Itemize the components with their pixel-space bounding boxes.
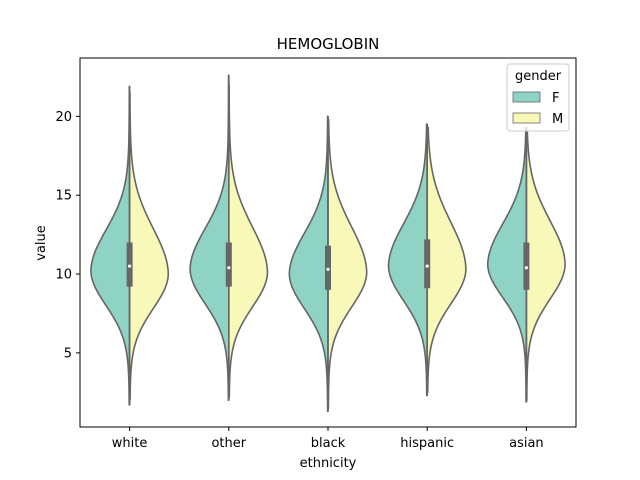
y-tick-label: 15 [55,189,72,204]
x-tick-label: asian [509,436,544,451]
legend: gender FM [506,63,570,132]
violin-half-F-black [288,115,329,413]
iqr-box-other [225,242,232,287]
legend-title: gender [515,69,562,84]
violin-half-F-asian [486,126,528,403]
x-tick-label: black [311,436,346,451]
violin-half-M-asian [525,131,566,401]
violin-half-M-black [327,118,368,409]
chart-title: HEMOGLOBIN [277,35,380,53]
legend-swatch-F [512,91,541,103]
x-tick-label: white [112,436,148,451]
y-tick-label: 20 [55,110,72,125]
median-dot-black [326,267,330,271]
y-axis: 5 10 15 20 [55,110,80,361]
legend-swatch-M [512,112,541,124]
violin-half-M-other [228,84,269,398]
iqr-box-hispanic [424,239,431,289]
x-tick-label: hispanic [400,436,454,451]
x-axis-label: ethnicity [300,456,357,471]
violins-layer [90,74,566,413]
legend-label-M: M [552,112,563,127]
violin-half-F-other [189,74,230,401]
x-tick-label: other [211,436,246,451]
median-dot-hispanic [425,264,429,268]
median-dot-asian [524,266,529,270]
y-tick-label: 5 [64,346,72,361]
violin-half-F-white [90,85,131,406]
median-dot-other [227,266,231,270]
violin-half-M-hispanic [426,126,467,394]
x-axis: white other black hispanic asian [112,427,544,451]
violin-half-F-hispanic [387,123,428,397]
y-axis-label: value [34,225,49,261]
y-tick-label: 10 [55,268,72,283]
median-dot-white [128,264,132,268]
violin-half-M-white [128,91,170,401]
legend-label-F: F [552,91,559,106]
